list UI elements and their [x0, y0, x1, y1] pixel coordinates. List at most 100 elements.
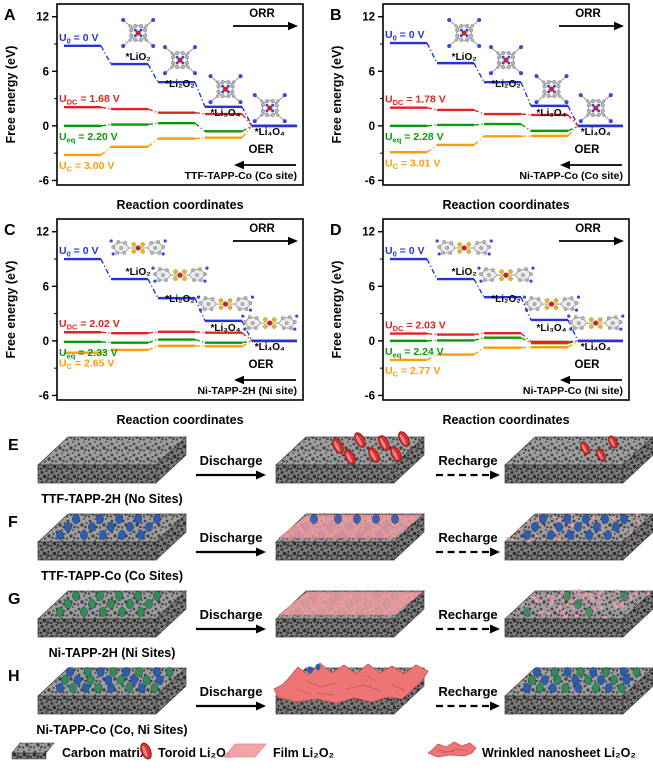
potential-label: U0 = 0 V [385, 29, 425, 43]
x-axis-label: Reaction coordinates [442, 198, 569, 212]
step-connector [100, 341, 112, 344]
recharge-label: Recharge [438, 684, 497, 699]
figure-legend: Carbon matrix Toroid Li₂O₂ Film Li₂O₂ Wrink… [0, 738, 653, 775]
schematic-row-F: F TTF-TAPP-Co (Co Sites) Discharge Recharge [8, 512, 653, 583]
step-connector [426, 124, 438, 127]
legend-label: Carbon matrix [62, 746, 147, 760]
potential-label: UDC = 2.03 V [385, 320, 446, 334]
species-label: *Li₃O₄ [211, 323, 241, 334]
catalyst-site-dots [523, 591, 628, 617]
step-connector [473, 337, 485, 342]
step-connector [100, 106, 112, 110]
potential-label: UDC = 2.02 V [59, 318, 120, 332]
orr-label: ORR [249, 223, 275, 235]
site-dot [307, 666, 313, 674]
series-Ueq: Ueq = 2.33 V [59, 338, 297, 360]
molecule-icon-porphyrin [489, 45, 523, 76]
step-connector [473, 109, 485, 115]
y-tick-label: -6 [39, 175, 49, 187]
molecule-icon-porphyrin [121, 17, 156, 48]
y-tick-label: 0 [369, 336, 375, 348]
step-connector [147, 331, 159, 334]
step-connector [567, 125, 579, 137]
plot-box [56, 3, 304, 186]
step-connector [567, 125, 579, 132]
oer-arrowhead-icon [560, 160, 570, 170]
step-connector [194, 81, 206, 108]
step-connector [473, 135, 485, 146]
step-connector [100, 258, 112, 280]
discharge-label: Discharge [200, 530, 263, 545]
species-label: *Li₄O₄ [581, 342, 611, 353]
step-connector [147, 63, 159, 83]
orr-arrowhead-icon [614, 21, 624, 31]
molecule-icon-porphyrin [163, 45, 197, 76]
step-connector [473, 278, 485, 298]
potential-label: UC = 3.01 V [385, 157, 440, 171]
step-connector [147, 138, 159, 148]
nanosheet-crack [315, 692, 335, 696]
schematic-row-H: H Ni-TAPP-Co (Co, Ni Sites) Discharge Recha… [8, 662, 653, 737]
schematic-row-e: E TTF-TAPP-2H (No Sites) Discharge Recharge [0, 430, 653, 507]
species-label: *LiO₂ [126, 52, 151, 63]
x-axis-label: Reaction coordinates [116, 413, 243, 427]
y-axis-label: Free energy (eV) [330, 261, 344, 359]
potential-label: U0 = 0 V [59, 245, 99, 259]
catalyst-site-label: Ni-TAPP-Co (Co site) [519, 170, 623, 182]
step-connector [100, 146, 112, 156]
step-connector [100, 123, 112, 127]
panel-letter: C [4, 222, 16, 239]
step-connector [567, 105, 579, 127]
recharge-arrowhead-icon [490, 470, 500, 480]
discharge-arrowhead-icon [256, 701, 266, 711]
toroid-li2o2-icon [332, 438, 344, 454]
toroid-li2o2-icon [390, 446, 402, 462]
species-label: *Li₃O₄ [211, 108, 241, 119]
nanosheet-crack [391, 684, 407, 692]
orr-label: ORR [249, 8, 275, 20]
material-label: Ni-TAPP-2H (Ni Sites) [49, 646, 176, 660]
catalyst-site-label: Ni-TAPP-2H (Ni site) [197, 385, 297, 397]
energy-diagram-D: D 12 6 0 -6 Free energy (eV) Reaction coordina… [330, 218, 630, 427]
potential-label: UDC = 1.78 V [385, 94, 446, 108]
species-label: *Li₂O₂ [491, 79, 520, 90]
molecule-icon-porphyrin [534, 74, 569, 105]
molecule-icon-bowtie [567, 314, 625, 331]
recharge-label: Recharge [438, 530, 497, 545]
catalyst-site-label: TTF-TAPP-Co (Co site) [185, 170, 297, 182]
material-label: Ni-TAPP-Co (Co, Ni Sites) [36, 723, 187, 737]
series-U0: U0 = 0 V [59, 32, 297, 128]
step-connector [473, 123, 485, 126]
oer-label: OER [249, 144, 275, 156]
material-label: TTF-TAPP-Co (Co Sites) [41, 569, 183, 583]
molecule-icon-bowtie [522, 295, 581, 312]
y-tick-label: 0 [43, 336, 49, 348]
step-connector [147, 338, 159, 344]
y-tick-label: -6 [365, 175, 375, 187]
step-connector [241, 320, 253, 342]
step-connector [100, 45, 112, 65]
catalyst-site-dots [523, 667, 641, 693]
carbon-matrix-slab [504, 436, 653, 484]
schematic-row-g: G Ni-TAPP-2H (Ni Sites) Discharge Recharge [0, 584, 653, 661]
catalyst-site-dots [56, 591, 161, 617]
step-connector [426, 332, 438, 336]
molecule-icon-bowtie [196, 295, 255, 312]
step-connector [241, 340, 253, 344]
panel-letter: H [8, 668, 20, 685]
species-label: *LiO₂ [452, 52, 477, 63]
discharge-label: Discharge [200, 453, 263, 468]
molecule-icon-bowtie [241, 314, 299, 331]
toroid-li2o2-icon [596, 448, 606, 462]
panel-letter: G [8, 591, 20, 608]
molecule-icon-bowtie [477, 266, 535, 283]
oer-arrowhead-icon [234, 160, 244, 170]
y-tick-label: 12 [36, 12, 49, 24]
catalyst-site-dots [56, 667, 174, 693]
y-tick-label: 0 [369, 121, 375, 133]
material-label: TTF-TAPP-2H (No Sites) [41, 492, 182, 506]
nanosheet-crack [305, 680, 337, 688]
y-tick-label: 12 [36, 227, 49, 239]
legend-label: Wrinkled nanosheet Li₂O₂ [482, 746, 636, 760]
